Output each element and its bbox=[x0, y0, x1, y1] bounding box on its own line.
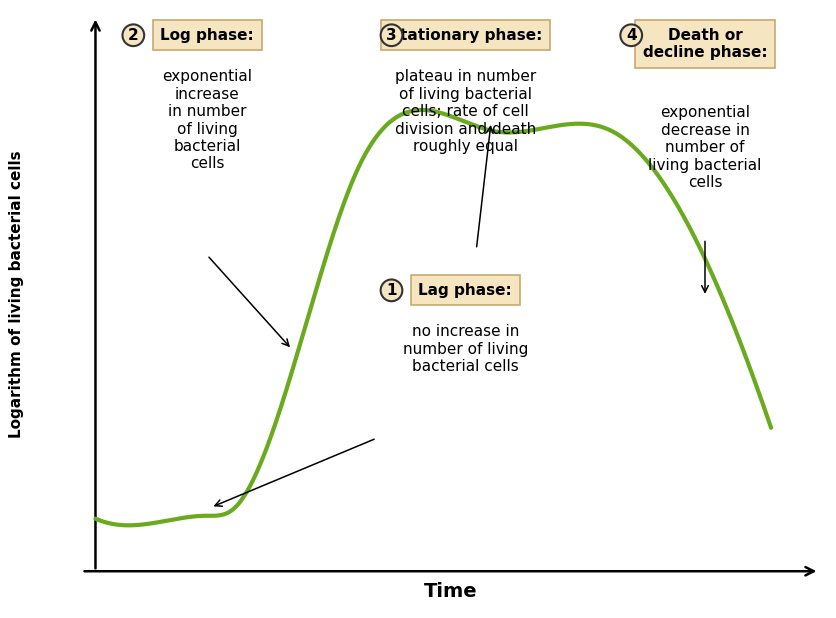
Text: Stationary phase:: Stationary phase: bbox=[389, 28, 542, 43]
Text: 2: 2 bbox=[128, 28, 139, 43]
Text: Lag phase:: Lag phase: bbox=[418, 283, 512, 298]
Text: Log phase:: Log phase: bbox=[161, 28, 254, 43]
Text: 3: 3 bbox=[386, 28, 397, 43]
Text: plateau in number
of living bacterial
cells; rate of cell
division and death
rou: plateau in number of living bacterial ce… bbox=[395, 69, 536, 154]
Text: Logarithm of living bacterial cells: Logarithm of living bacterial cells bbox=[8, 150, 23, 438]
Text: no increase in
number of living
bacterial cells: no increase in number of living bacteria… bbox=[403, 324, 528, 375]
Text: exponential
decrease in
number of
living bacterial
cells: exponential decrease in number of living… bbox=[648, 106, 762, 190]
Text: 1: 1 bbox=[386, 283, 397, 298]
Text: 4: 4 bbox=[626, 28, 636, 43]
Text: Death or
decline phase:: Death or decline phase: bbox=[643, 28, 767, 60]
Text: exponential
increase
in number
of living
bacterial
cells: exponential increase in number of living… bbox=[162, 69, 252, 171]
X-axis label: Time: Time bbox=[424, 582, 477, 601]
